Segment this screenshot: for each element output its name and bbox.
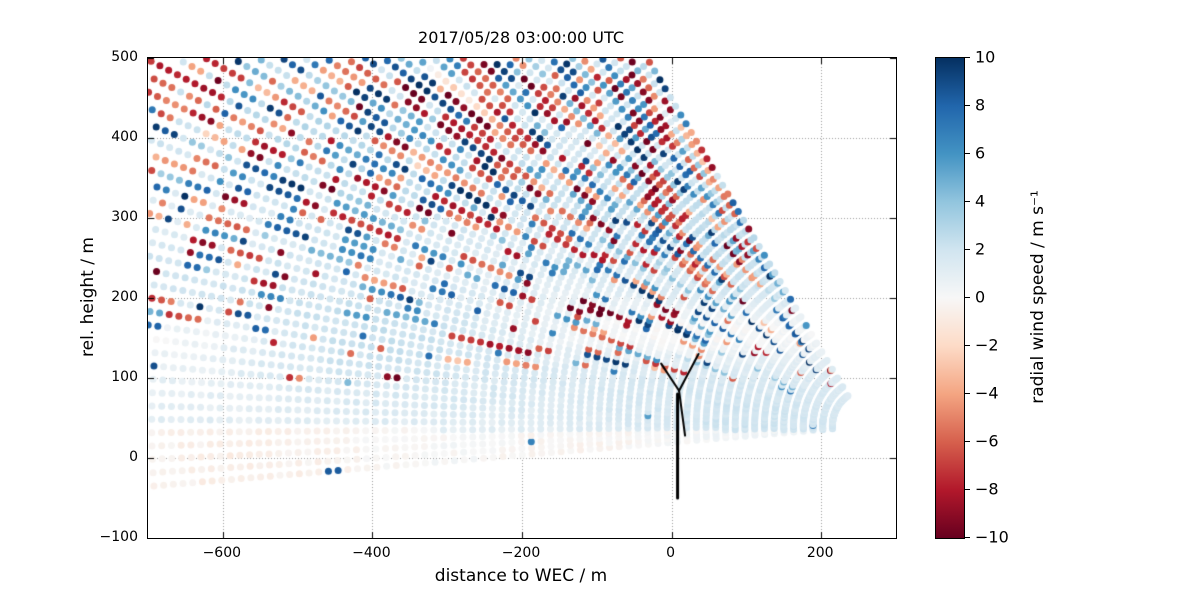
colorbar-tick-label: 2 <box>975 239 986 259</box>
colorbar-tick-label: −10 <box>975 527 1009 547</box>
colorbar-tick-label: 8 <box>975 95 986 115</box>
colorbar-tick-label: −2 <box>975 335 999 355</box>
colorbar-tick-mark <box>965 345 970 346</box>
colorbar-tick-label: −8 <box>975 479 999 499</box>
y-tick-label: 500 <box>111 49 138 65</box>
y-axis-label: rel. height / m <box>78 237 98 357</box>
x-tick-label: 200 <box>806 545 834 561</box>
y-tick-label: 0 <box>129 449 138 465</box>
y-tick-label: −100 <box>99 529 138 545</box>
colorbar-tick-mark <box>965 297 970 298</box>
plot-axes <box>147 57 897 539</box>
colorbar-tick-label: −6 <box>975 431 999 451</box>
x-tick-label: 0 <box>666 545 676 561</box>
colorbar-tick-mark <box>965 489 970 490</box>
colorbar-tick-mark <box>965 153 970 154</box>
colorbar-tick-mark <box>965 105 970 106</box>
y-tick-label: 400 <box>111 129 138 145</box>
lidar-scatter-canvas <box>148 58 896 538</box>
y-tick-label: 100 <box>111 369 138 385</box>
colorbar-tick-label: 6 <box>975 143 986 163</box>
y-tick-label: 300 <box>111 209 138 225</box>
y-tick-label: 200 <box>111 289 138 305</box>
colorbar-tick-mark <box>965 201 970 202</box>
x-tick-label: −600 <box>202 545 242 561</box>
colorbar-tick-mark <box>965 393 970 394</box>
chart-title: 2017/05/28 03:00:00 UTC <box>418 28 624 47</box>
colorbar-label: radial wind speed / m s⁻¹ <box>1028 190 1048 404</box>
x-tick-label: −200 <box>501 545 541 561</box>
colorbar-tick-mark <box>965 249 970 250</box>
x-tick-label: −400 <box>352 545 391 561</box>
colorbar-tick-mark <box>965 441 970 442</box>
colorbar-tick-mark <box>965 537 970 538</box>
colorbar-tick-mark <box>965 57 970 58</box>
colorbar <box>935 57 965 539</box>
colorbar-tick-label: 4 <box>975 191 986 211</box>
colorbar-tick-label: 0 <box>975 287 986 307</box>
x-axis-label: distance to WEC / m <box>434 566 608 586</box>
colorbar-tick-label: 10 <box>975 47 996 67</box>
colorbar-tick-label: −4 <box>975 383 999 403</box>
